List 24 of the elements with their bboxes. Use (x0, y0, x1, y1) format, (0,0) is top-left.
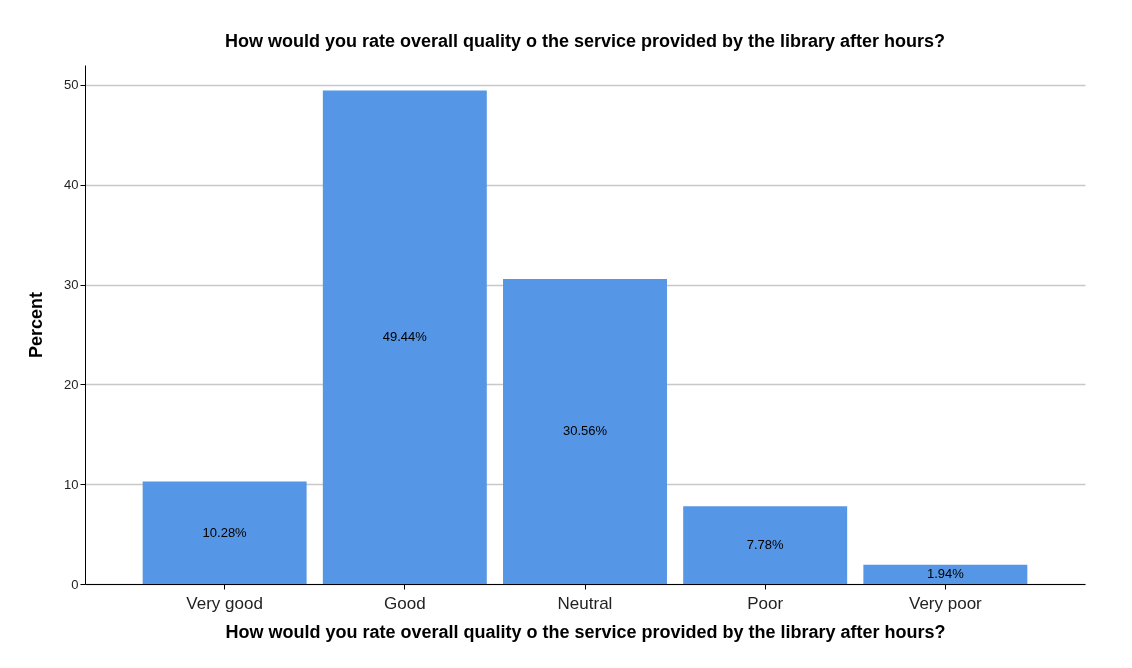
y-tick-label: 30 (64, 277, 79, 293)
data-label: 30.56% (562, 423, 608, 439)
data-label: 10.28% (202, 524, 248, 540)
bar (322, 90, 487, 584)
bar (142, 481, 307, 584)
x-tick-label: Very poor (908, 593, 983, 613)
bar (503, 278, 667, 584)
x-axis-title: How would you rate overall quality o the service provided by the library after hours? (225, 621, 946, 642)
y-tick-label: 40 (64, 177, 79, 193)
bar (863, 564, 1028, 584)
y-tick-label: 50 (64, 77, 79, 93)
data-label: 7.78% (746, 537, 785, 553)
data-label: 1.94% (926, 566, 965, 582)
x-tick-label: Poor (747, 593, 784, 613)
y-tick-label: 10 (64, 476, 79, 492)
data-label: 49.44% (382, 329, 428, 345)
x-tick-label: Very good (186, 593, 263, 613)
chart-title: How would you rate overall quality o the service provided by the library after hours? (224, 31, 946, 51)
x-tick-label: Good (384, 593, 426, 613)
y-tick-label: 0 (71, 576, 79, 592)
y-tick-label: 20 (64, 376, 79, 392)
bar (683, 506, 848, 584)
x-tick-label: Neutral (557, 593, 613, 613)
y-axis-title: Percent (26, 291, 47, 359)
